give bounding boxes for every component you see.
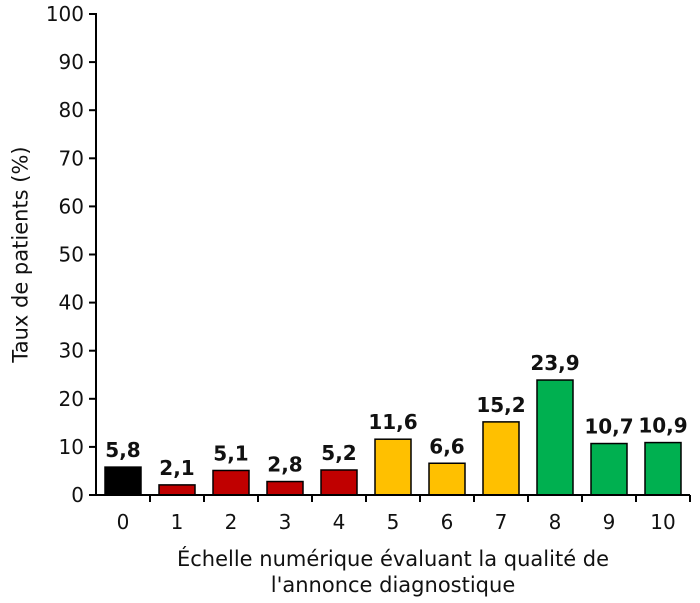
y-tick-label: 20 (59, 387, 84, 411)
bar-1 (158, 484, 196, 496)
data-label: 10,7 (584, 415, 633, 439)
bar-9 (590, 442, 628, 496)
data-label: 10,9 (638, 414, 687, 438)
data-label: 6,6 (429, 434, 464, 458)
y-tick-label: 70 (59, 146, 84, 170)
bar-4 (320, 469, 358, 496)
x-axis-title-line-2: l'annonce diagnostique (271, 573, 515, 597)
bar-2 (212, 469, 250, 496)
data-labels: 5,8 2,1 5,1 2,8 5,2 11,6 6,6 15,223,9 10,7 10,9 (105, 351, 687, 480)
x-tick-label: 4 (333, 510, 346, 534)
y-tick-label: 40 (59, 291, 84, 315)
data-label: 11,6 (368, 410, 417, 434)
y-axis-ticks: 0 10 20 30 40 50 60 70 80 90 100 (46, 2, 96, 507)
x-tick-label: 5 (387, 510, 400, 534)
bar-7 (482, 421, 520, 496)
bar-10 (644, 441, 682, 496)
y-tick-label: 10 (59, 435, 84, 459)
bar-0 (104, 466, 142, 496)
x-tick-label: 2 (225, 510, 238, 534)
x-axis-ticks: 0 1 2 3 4 5 6 7 8 9 10 (117, 495, 691, 534)
x-tick-label: 10 (650, 510, 675, 534)
y-tick-label: 60 (59, 194, 84, 218)
y-tick-label: 30 (59, 339, 84, 363)
data-label: 2,8 (267, 453, 302, 477)
data-label: 5,1 (213, 441, 248, 465)
bar-6 (428, 462, 466, 496)
bar-3 (266, 480, 304, 496)
data-label: 23,9 (530, 351, 579, 375)
y-tick-label: 100 (46, 2, 84, 26)
x-tick-label: 6 (441, 510, 454, 534)
data-label: 15,2 (476, 393, 525, 417)
y-tick-label: 90 (59, 50, 84, 74)
y-tick-label: 50 (59, 243, 84, 267)
bar-5 (374, 438, 412, 496)
y-axis-title: Taux de patients (%) (8, 146, 32, 363)
data-label: 5,8 (105, 438, 140, 462)
bars (104, 379, 682, 496)
x-tick-label: 7 (495, 510, 508, 534)
x-tick-label: 9 (603, 510, 616, 534)
x-tick-label: 8 (549, 510, 562, 534)
x-tick-label: 0 (117, 510, 130, 534)
x-axis-title-line-1: Échelle numérique évaluant la qualité de (177, 546, 609, 571)
data-label: 5,2 (321, 441, 356, 465)
data-label: 2,1 (159, 456, 194, 480)
y-tick-label: 80 (59, 98, 84, 122)
bar-8 (536, 379, 574, 496)
x-tick-label: 3 (279, 510, 292, 534)
x-tick-label: 1 (171, 510, 184, 534)
y-tick-label: 0 (71, 483, 84, 507)
